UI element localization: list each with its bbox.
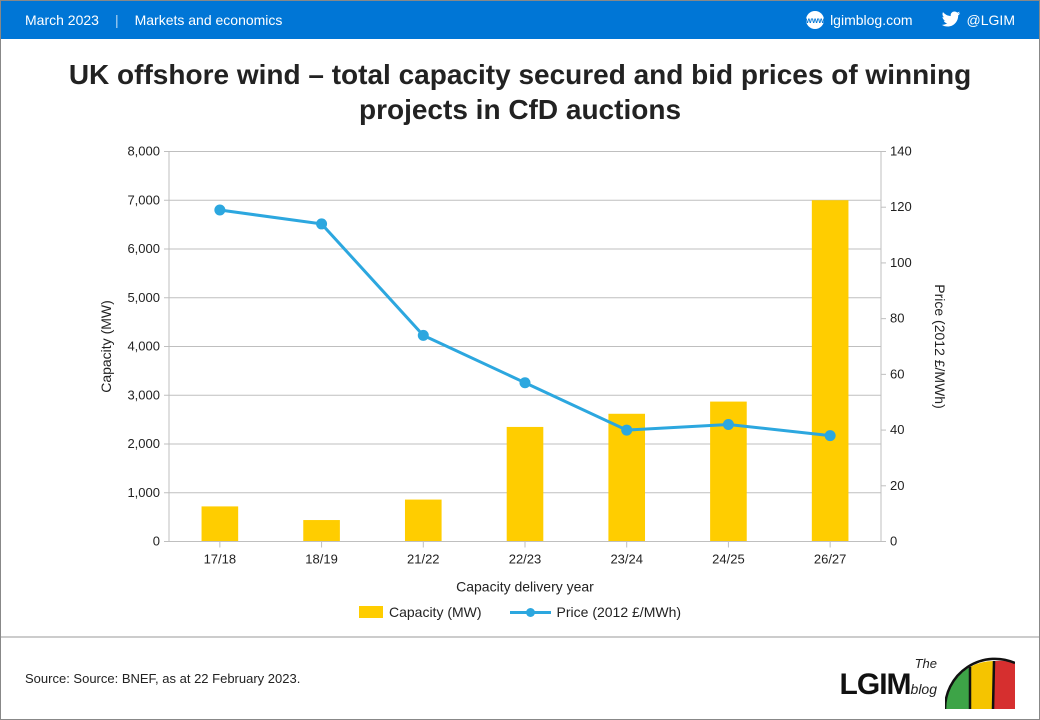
header-date: March 2023 — [25, 12, 99, 28]
svg-text:4,000: 4,000 — [127, 339, 160, 354]
svg-text:18/19: 18/19 — [305, 552, 338, 567]
svg-text:8,000: 8,000 — [127, 144, 160, 159]
svg-text:17/18: 17/18 — [204, 552, 237, 567]
logo-main: LGIM — [840, 668, 911, 701]
content-area: UK offshore wind – total capacity secure… — [1, 39, 1039, 636]
svg-text:0: 0 — [153, 534, 160, 549]
bar-swatch — [359, 606, 383, 618]
blog-link[interactable]: www lgimblog.com — [806, 11, 912, 29]
svg-text:0: 0 — [890, 534, 897, 549]
header-bar: March 2023 | Markets and economics www l… — [1, 1, 1039, 39]
svg-text:5,000: 5,000 — [127, 290, 160, 305]
legend-bar-item: Capacity (MW) — [359, 604, 482, 620]
line-swatch-segment — [533, 611, 551, 614]
legend-line-label: Price (2012 £/MWh) — [557, 604, 681, 620]
header-separator: | — [115, 12, 119, 28]
svg-text:6,000: 6,000 — [127, 241, 160, 256]
svg-text:140: 140 — [890, 144, 912, 159]
svg-text:Price (2012 £/MWh): Price (2012 £/MWh) — [932, 285, 948, 409]
chart-card: March 2023 | Markets and economics www l… — [0, 0, 1040, 720]
source-text: Source: Source: BNEF, as at 22 February … — [25, 671, 300, 686]
svg-text:40: 40 — [890, 422, 904, 437]
logo-text: The LGIMblog — [840, 657, 937, 700]
svg-text:23/24: 23/24 — [610, 552, 643, 567]
header-left: March 2023 | Markets and economics — [25, 12, 282, 28]
twitter-icon — [941, 9, 961, 32]
logo-area: The LGIMblog — [840, 649, 1015, 709]
twitter-link[interactable]: @LGIM — [941, 9, 1015, 32]
header-category: Markets and economics — [135, 12, 283, 28]
svg-text:Capacity delivery year: Capacity delivery year — [456, 579, 594, 595]
www-icon: www — [806, 11, 824, 29]
svg-text:60: 60 — [890, 367, 904, 382]
blog-url: lgimblog.com — [830, 12, 912, 28]
svg-text:20: 20 — [890, 478, 904, 493]
line-swatch-segment — [510, 611, 528, 614]
legend-line-item: Price (2012 £/MWh) — [510, 604, 681, 620]
svg-text:1,000: 1,000 — [127, 485, 160, 500]
svg-text:26/27: 26/27 — [814, 552, 847, 567]
header-right: www lgimblog.com @LGIM — [806, 9, 1015, 32]
legend-bar-label: Capacity (MW) — [389, 604, 482, 620]
svg-text:80: 80 — [890, 311, 904, 326]
svg-text:24/25: 24/25 — [712, 552, 745, 567]
svg-text:22/23: 22/23 — [509, 552, 542, 567]
line-swatch — [510, 608, 551, 617]
svg-text:100: 100 — [890, 255, 912, 270]
svg-text:Capacity (MW): Capacity (MW) — [98, 301, 114, 394]
svg-text:21/22: 21/22 — [407, 552, 440, 567]
twitter-handle: @LGIM — [967, 12, 1015, 28]
svg-text:2,000: 2,000 — [127, 436, 160, 451]
chart-container: 0 1,000 2,000 3,000 4,000 5,000 6,000 7,000 8,00… — [31, 139, 1009, 604]
chart-title: UK offshore wind – total capacity secure… — [31, 57, 1009, 127]
logo-blog: blog — [911, 681, 937, 697]
umbrella-icon — [945, 649, 1015, 709]
chart-svg: 0 1,000 2,000 3,000 4,000 5,000 6,000 7,000 8,00… — [91, 139, 949, 604]
legend: Capacity (MW) Price (2012 £/MWh) — [31, 604, 1009, 626]
footer-bar: Source: Source: BNEF, as at 22 February … — [1, 636, 1039, 719]
svg-text:120: 120 — [890, 200, 912, 215]
svg-text:3,000: 3,000 — [127, 388, 160, 403]
svg-text:7,000: 7,000 — [127, 193, 160, 208]
